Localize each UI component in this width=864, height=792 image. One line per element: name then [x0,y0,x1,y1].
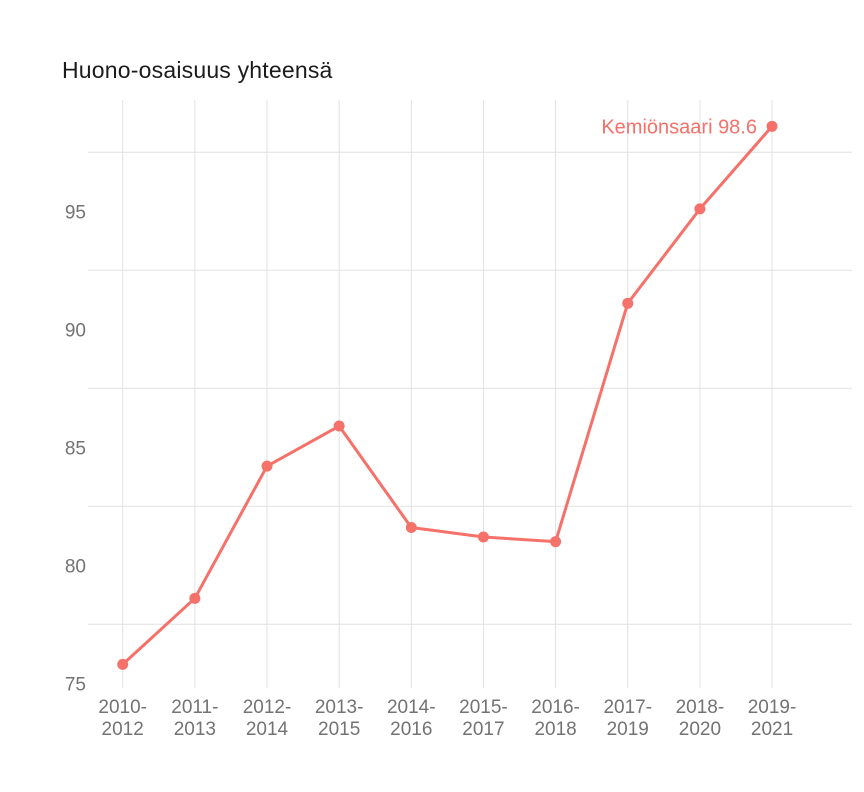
chart-title: Huono-osaisuus yhteensä [62,57,333,83]
data-point[interactable] [766,120,778,132]
x-tick-label: 2012-2014 [243,697,292,740]
x-tick-label: 2017-2019 [603,697,652,740]
data-point[interactable] [477,531,489,543]
data-point[interactable] [622,297,634,309]
x-tick-label: 2018-2020 [676,697,725,740]
x-tick-label: 2015-2017 [459,697,508,740]
series-end-label: Kemiönsaari 98.6 [601,116,757,138]
y-tick-label: 85 [65,438,86,459]
x-tick-label: 2010-2012 [98,697,147,740]
y-tick-label: 95 [65,202,86,223]
y-tick-label: 80 [65,556,86,577]
series-line [121,124,774,666]
data-point[interactable] [261,460,273,472]
data-point[interactable] [550,536,562,548]
y-tick-label: 75 [65,674,86,695]
data-point[interactable] [117,658,129,670]
x-tick-label: 2014-2016 [387,697,436,740]
x-tick-label: 2011-2013 [171,697,218,740]
x-tick-label: 2013-2015 [315,697,364,740]
data-point[interactable] [333,420,345,432]
data-point[interactable] [189,592,201,604]
y-tick-label: 90 [65,320,86,341]
data-point[interactable] [694,203,706,215]
x-tick-label: 2019-2021 [748,697,797,740]
data-point[interactable] [405,522,417,534]
x-tick-label: 2016-2018 [531,697,580,740]
